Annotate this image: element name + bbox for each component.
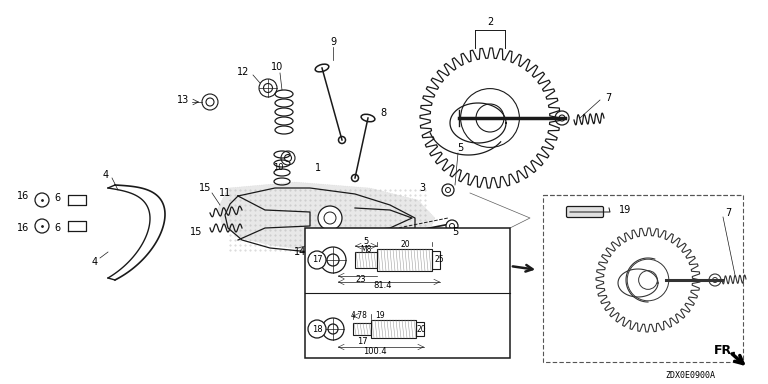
Text: 18: 18 [312,324,323,333]
Text: 81.4: 81.4 [374,281,392,291]
Text: 15: 15 [190,227,202,237]
Text: 10: 10 [273,164,283,172]
Text: 20: 20 [416,324,425,333]
Circle shape [442,184,454,196]
Text: M8: M8 [360,245,372,253]
Bar [432,251,440,269]
Circle shape [318,206,342,230]
Text: 5: 5 [452,227,458,237]
Text: 10: 10 [271,62,283,72]
FancyBboxPatch shape [567,207,604,217]
Bar [353,323,371,335]
Bar [305,228,510,358]
Text: 11: 11 [219,188,231,198]
Text: 17: 17 [356,336,367,346]
Text: 9: 9 [330,37,336,47]
Text: 2: 2 [487,17,493,27]
Text: 4.78: 4.78 [350,311,367,321]
Text: 19: 19 [376,311,385,321]
Bar [416,322,424,336]
Text: 4: 4 [92,257,98,267]
Text: 16: 16 [17,223,29,233]
Text: 5: 5 [363,237,369,247]
Bar [355,252,377,268]
Text: 3: 3 [419,183,425,193]
Circle shape [308,320,326,338]
Text: 23: 23 [356,275,366,283]
Text: ZDX0E0900A: ZDX0E0900A [665,371,715,379]
Circle shape [446,220,458,232]
Text: 7: 7 [725,208,731,218]
Text: 19: 19 [619,205,631,215]
Text: 100.4: 100.4 [363,346,387,356]
Text: 5: 5 [457,143,463,153]
Circle shape [308,251,326,269]
Text: 7: 7 [605,93,611,103]
Text: 4: 4 [103,170,109,180]
Text: 15: 15 [199,183,211,193]
Text: 25: 25 [434,255,444,265]
Bar [371,320,416,338]
Text: 6: 6 [54,193,60,203]
Text: 16: 16 [17,191,29,201]
Text: 13: 13 [177,95,189,105]
Bar [377,249,432,271]
Text: 1: 1 [315,163,321,173]
Text: 17: 17 [312,255,323,265]
Text: 12: 12 [237,67,249,77]
Bar [543,195,743,362]
Polygon shape [218,182,435,252]
Text: FR.: FR. [714,344,737,356]
Text: 8: 8 [380,108,386,118]
Text: 20: 20 [400,240,410,249]
Text: 14: 14 [294,247,306,257]
Text: 6: 6 [54,223,60,233]
